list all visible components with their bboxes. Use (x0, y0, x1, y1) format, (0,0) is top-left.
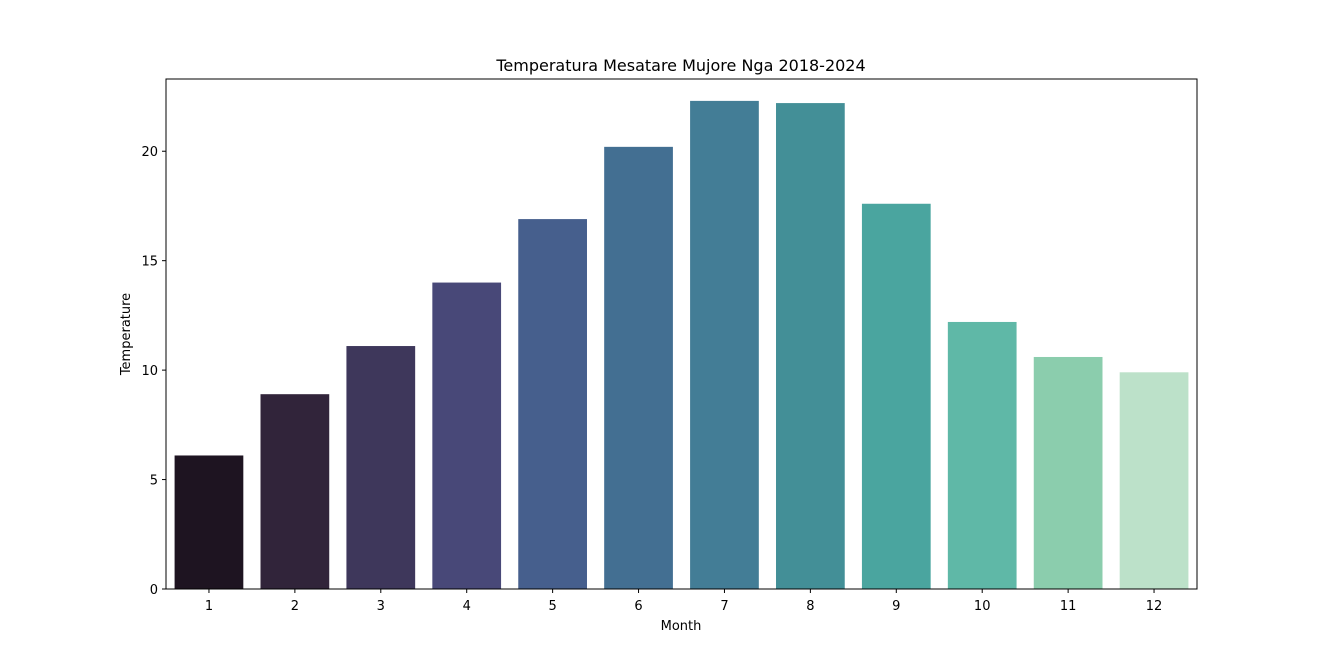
y-tick-label: 10 (141, 364, 158, 379)
x-tick-label: 10 (974, 599, 991, 614)
x-tick-label: 8 (806, 599, 814, 614)
y-tick-label: 0 (150, 583, 158, 598)
x-tick-label: 1 (205, 599, 213, 614)
x-tick-label: 5 (548, 599, 556, 614)
x-tick-label: 9 (892, 599, 900, 614)
bar-month-4 (432, 282, 502, 589)
bar-month-3 (346, 346, 416, 589)
bar-month-6 (604, 146, 673, 589)
y-axis-ticks: 0 5 10 15 20 (141, 145, 166, 598)
bar-month-8 (776, 103, 845, 589)
y-axis-label: Temperature (119, 293, 134, 376)
y-tick-label: 15 (141, 255, 158, 270)
bar-month-9 (861, 203, 931, 589)
bar-month-1 (174, 455, 244, 589)
x-tick-label: 3 (377, 599, 385, 614)
y-tick-label: 20 (141, 145, 158, 160)
x-tick-label: 7 (720, 599, 728, 614)
bar-month-11 (1033, 356, 1103, 589)
chart-title: Temperatura Mesatare Mujore Nga 2018-202… (495, 56, 865, 75)
bar-month-2 (260, 394, 330, 589)
bar-month-12 (1119, 372, 1189, 589)
x-tick-label: 11 (1060, 599, 1077, 614)
x-axis-ticks: 1 2 3 4 5 6 7 8 9 10 11 12 (205, 589, 1162, 614)
bars-group (174, 100, 1189, 589)
bar-month-5 (518, 219, 587, 589)
bar-month-7 (690, 100, 759, 589)
x-tick-label: 2 (291, 599, 299, 614)
y-tick-label: 5 (150, 474, 158, 489)
x-tick-label: 6 (634, 599, 642, 614)
x-axis-label: Month (661, 619, 702, 634)
x-tick-label: 12 (1146, 599, 1163, 614)
x-tick-label: 4 (463, 599, 471, 614)
bar-month-10 (947, 321, 1017, 589)
plot-area-frame (165, 78, 1198, 590)
